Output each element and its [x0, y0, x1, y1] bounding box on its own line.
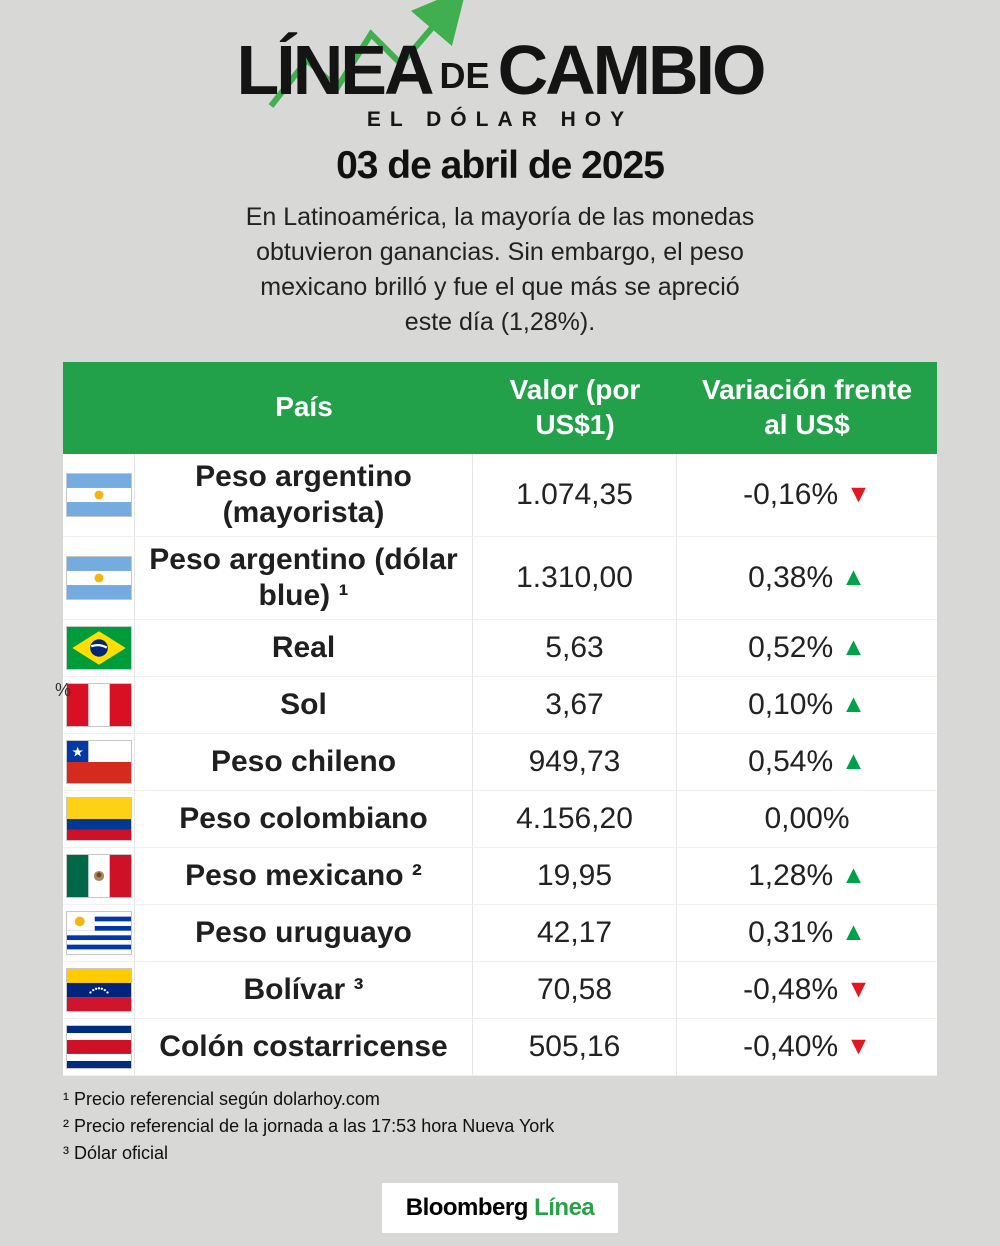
table-row-flag-cell [63, 453, 135, 537]
masthead: LÍNEA DE CAMBIO EL DÓLAR HOY 03 de abril d… [0, 0, 1000, 340]
variation-cell: 0,10% ▲ [677, 676, 937, 734]
variation-value: 0,10% [748, 687, 834, 721]
currency-value: 70,58 [473, 961, 677, 1019]
variation-arrow-icon: ▼ [846, 1032, 871, 1060]
table-row-flag-cell [63, 536, 135, 620]
stock-line-icon [265, 0, 477, 118]
summary-text: En Latinoamérica, la mayoría de las mone… [245, 202, 755, 336]
table-row-flag-cell [63, 733, 135, 791]
footnotes: ¹ Precio referencial según dolarhoy.com ²… [63, 1086, 937, 1167]
table-header-flag-spacer [63, 361, 135, 454]
currency-value: 949,73 [473, 733, 677, 791]
report-date: 03 de abril de 2025 [336, 143, 665, 187]
brand-linea: Línea [534, 1193, 595, 1221]
variation-cell: 1,28% ▲ [677, 847, 937, 905]
variation-value: 0,52% [748, 630, 834, 664]
currency-value: 19,95 [473, 847, 677, 905]
page-subtitle: EL DÓLAR HOY [366, 107, 634, 131]
currency-value: 4.156,20 [473, 790, 677, 848]
table-row-flag-cell [63, 847, 135, 905]
uruguay-flag-icon [65, 910, 132, 955]
currency-value: 1.074,35 [473, 453, 677, 537]
page-title: LÍNEA DE CAMBIO [236, 31, 767, 109]
variation-cell: -0,40% ▼ [677, 1018, 937, 1076]
footnote: ¹ Precio referencial según dolarhoy.com [63, 1088, 380, 1109]
variation-value: -0,48% [743, 972, 839, 1006]
currency-name: Colón costarricense [135, 1018, 473, 1076]
table-header-value: Valor (por US$1) [473, 361, 677, 454]
brand-bar: Bloomberg Línea [0, 1182, 1000, 1233]
variation-cell: 0,31% ▲ [677, 904, 937, 962]
currency-name: Peso uruguayo [135, 904, 473, 962]
variation-arrow-icon: ▼ [846, 975, 871, 1003]
table-row-flag-cell [63, 619, 135, 677]
title-de: DE [439, 55, 490, 96]
table-row-flag-cell [63, 676, 135, 734]
title-linea: LÍNEA [236, 31, 435, 109]
currency-table: País Valor (por US$1) Variación frente a… [63, 361, 937, 1076]
currency-value: 42,17 [473, 904, 677, 962]
title-cambio: CAMBIO [497, 31, 767, 109]
table-row-flag-cell [63, 961, 135, 1019]
variation-value: -0,16% [743, 477, 839, 511]
variation-arrow-icon: ▲ [841, 633, 866, 661]
currency-value: 5,63 [473, 619, 677, 677]
brand-bloomberg: Bloomberg [405, 1193, 529, 1221]
variation-arrow-icon: ▲ [841, 690, 866, 718]
chile-flag-icon [65, 739, 132, 784]
peru-flag-icon [65, 682, 132, 727]
title-wrap: LÍNEA DE CAMBIO EL DÓLAR HOY [236, 0, 767, 132]
variation-cell: 0,52% ▲ [677, 619, 937, 677]
variation-cell: 0,38% ▲ [677, 536, 937, 620]
table-header-country: País [135, 361, 473, 454]
venezuela-flag-icon [65, 967, 132, 1012]
currency-name: Sol [135, 676, 473, 734]
variation-cell: -0,16% ▼ [677, 453, 937, 537]
table-row-flag-cell [63, 904, 135, 962]
currency-value: 1.310,00 [473, 536, 677, 620]
variation-value: 0,00% [764, 801, 850, 835]
variation-cell: -0,48% ▼ [677, 961, 937, 1019]
currency-name: Peso argentino (dólar blue) ¹ [135, 536, 473, 620]
table-row-flag-cell [63, 1018, 135, 1076]
table-header-variation: Variación frente al US$ [677, 361, 937, 454]
variation-arrow-icon: ▲ [841, 563, 866, 591]
variation-value: 0,31% [748, 915, 834, 949]
variation-value: 1,28% [748, 858, 834, 892]
costa-rica-flag-icon [65, 1024, 132, 1069]
variation-value: 0,54% [748, 744, 834, 778]
currency-value: 505,16 [473, 1018, 677, 1076]
currency-name: Bolívar ³ [135, 961, 473, 1019]
variation-arrow-icon: ▲ [841, 861, 866, 889]
variation-value: 0,38% [748, 560, 834, 594]
argentina-flag-icon [65, 472, 132, 517]
variation-arrow-icon: ▲ [841, 918, 866, 946]
variation-cell: 0,54% ▲ [677, 733, 937, 791]
footnote: ³ Dólar oficial [63, 1142, 169, 1163]
currency-name: Peso mexicano ² [135, 847, 473, 905]
table-row-flag-cell [63, 790, 135, 848]
currency-name: Peso colombiano [135, 790, 473, 848]
stray-percent-text: % [55, 680, 72, 700]
variation-value: -0,40% [743, 1029, 839, 1063]
variation-arrow-icon: ▼ [846, 480, 871, 508]
currency-value: 3,67 [473, 676, 677, 734]
mexico-flag-icon [65, 853, 132, 898]
currency-name: Peso argentino (mayorista) [135, 453, 473, 537]
argentina-flag-icon [65, 555, 132, 600]
footnote: ² Precio referencial de la jornada a las… [63, 1115, 555, 1136]
variation-cell: 0,00% [677, 790, 937, 848]
currency-name: Peso chileno [135, 733, 473, 791]
colombia-flag-icon [65, 796, 132, 841]
brazil-flag-icon [65, 625, 132, 670]
bloomberg-linea-logo: Bloomberg Línea [381, 1182, 619, 1233]
variation-arrow-icon: ▲ [841, 747, 866, 775]
currency-name: Real [135, 619, 473, 677]
